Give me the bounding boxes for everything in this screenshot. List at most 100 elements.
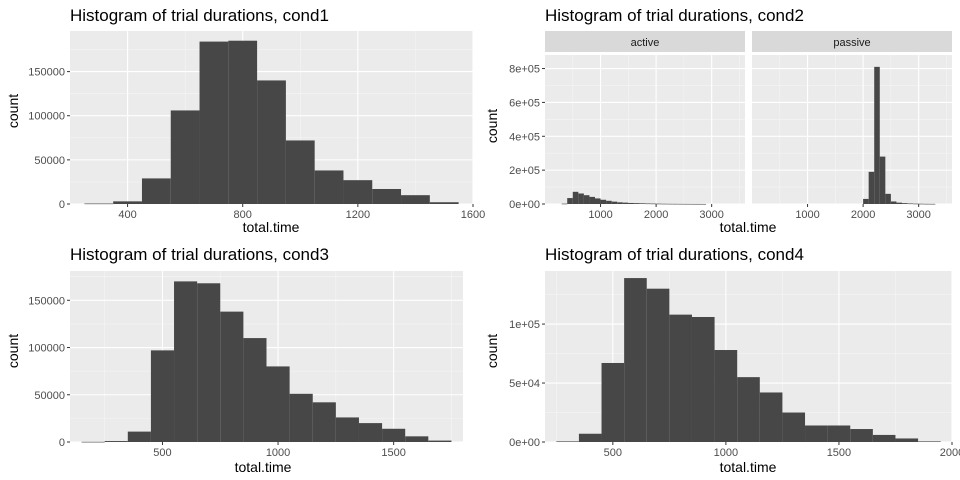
x-tick-label: 3000	[699, 209, 723, 221]
histogram-bar	[606, 200, 612, 204]
facet-panel: 500 1000 1500 2000 0e+00 5e+04 1e+05	[509, 271, 960, 459]
histogram-bar	[113, 201, 142, 204]
histogram-bar	[874, 66, 880, 205]
facet-strip	[752, 31, 952, 52]
chart-cond2: Histogram of trial durations, cond2 coun…	[484, 6, 952, 235]
histogram-bar	[170, 110, 200, 204]
histogram-bar	[656, 203, 662, 205]
histogram-bar	[672, 203, 679, 205]
histogram-bar	[868, 171, 875, 204]
y-tick-label: 1e+05	[509, 319, 540, 331]
histogram-bar	[141, 178, 171, 204]
histogram-bar	[343, 180, 373, 204]
plot-panel	[752, 55, 952, 204]
y-tick-label: 0	[59, 199, 65, 211]
x-tick-label: 800	[234, 209, 252, 221]
chart-title: Histogram of trial durations, cond4	[545, 245, 804, 264]
histogram-bar	[561, 203, 568, 205]
x-tick-label: 2000	[851, 209, 875, 221]
histogram-bar	[595, 198, 601, 204]
histogram-bar	[622, 202, 629, 204]
y-tick-label: 0e+00	[509, 437, 540, 449]
histogram-bar	[896, 202, 902, 204]
histogram-bar	[314, 170, 344, 204]
x-tick-label: 1500	[381, 447, 405, 459]
histogram-bar	[199, 41, 229, 205]
histogram-bar	[312, 402, 336, 442]
histogram-bar	[650, 203, 657, 205]
histogram-bar	[890, 201, 897, 204]
histogram-bar	[372, 188, 402, 204]
histogram-bar	[150, 350, 175, 442]
histogram-bar	[646, 288, 670, 442]
histogram-bar	[578, 193, 584, 204]
histogram-bar	[583, 195, 590, 204]
x-tick-label: 2000	[644, 209, 668, 221]
histogram-bar	[805, 425, 828, 442]
histogram-bar	[84, 203, 114, 205]
histogram-bar	[266, 366, 290, 442]
histogram-bar	[228, 40, 258, 204]
facet-label: active	[631, 37, 660, 49]
histogram-bar	[872, 434, 896, 442]
histogram-bar	[285, 140, 315, 204]
y-axis-label: count	[484, 334, 500, 368]
x-tick-label: 1000	[795, 209, 819, 221]
histogram-bar	[782, 412, 806, 442]
y-tick-label: 100000	[28, 343, 65, 355]
y-tick-label: 50000	[34, 390, 65, 402]
y-tick-label: 150000	[28, 67, 65, 79]
histogram-bar	[589, 196, 595, 204]
y-tick-label: 0	[59, 437, 65, 449]
histogram-bar	[628, 202, 634, 204]
histogram-bar	[700, 203, 707, 205]
histogram-bar	[895, 438, 919, 442]
facet-strip	[545, 31, 745, 52]
histogram-bar	[220, 311, 244, 442]
histogram-bar	[913, 203, 919, 205]
histogram-bar	[578, 433, 602, 442]
histogram-bar	[827, 425, 851, 442]
histogram-bar	[624, 278, 647, 442]
histogram-bar	[197, 283, 221, 442]
x-tick-label: 400	[118, 209, 136, 221]
histogram-bar	[683, 203, 690, 205]
histogram-bar	[885, 193, 891, 204]
x-axis-label: total.time	[235, 459, 292, 475]
x-axis-label: total.time	[243, 219, 300, 235]
histogram-bar	[335, 417, 359, 442]
facet-panel: passive 1000 2000 3000	[752, 31, 952, 221]
x-tick-label: 1600	[461, 209, 485, 221]
chart-title: Histogram of trial durations, cond2	[545, 6, 804, 25]
histogram-bar	[611, 201, 618, 204]
y-tick-label: 4e+05	[509, 131, 540, 143]
histogram-bar	[918, 203, 925, 205]
chart-cond3: Histogram of trial durations, cond3 coun…	[5, 245, 463, 475]
histogram-bar	[902, 203, 908, 204]
facet-panel: 500 1000 1500 0 50000 100000 150000	[28, 271, 463, 459]
x-tick-label: 500	[153, 447, 171, 459]
y-tick-label: 2e+05	[509, 165, 540, 177]
histogram-bar	[929, 203, 936, 205]
histogram-bar	[645, 203, 651, 205]
y-tick-label: 0e+00	[509, 199, 540, 211]
x-axis-label: total.time	[720, 459, 777, 475]
histogram-bar	[714, 350, 738, 442]
histogram-bar	[382, 428, 406, 442]
x-tick-label: 1000	[588, 209, 612, 221]
y-tick-label: 100000	[28, 111, 65, 123]
plot-panel	[545, 55, 745, 204]
histogram-bar	[924, 203, 930, 205]
histogram-bar	[918, 441, 941, 443]
chart-title: Histogram of trial durations, cond3	[70, 245, 329, 264]
histogram-bar	[678, 203, 684, 205]
histogram-bar	[401, 195, 430, 204]
x-tick-label: 1200	[346, 209, 370, 221]
y-tick-label: 50000	[34, 155, 65, 167]
histogram-bar	[358, 423, 383, 442]
histogram-bar	[556, 441, 579, 443]
x-tick-label: 1500	[827, 447, 851, 459]
histogram-bar	[661, 203, 668, 205]
y-axis-label: count	[484, 109, 500, 143]
